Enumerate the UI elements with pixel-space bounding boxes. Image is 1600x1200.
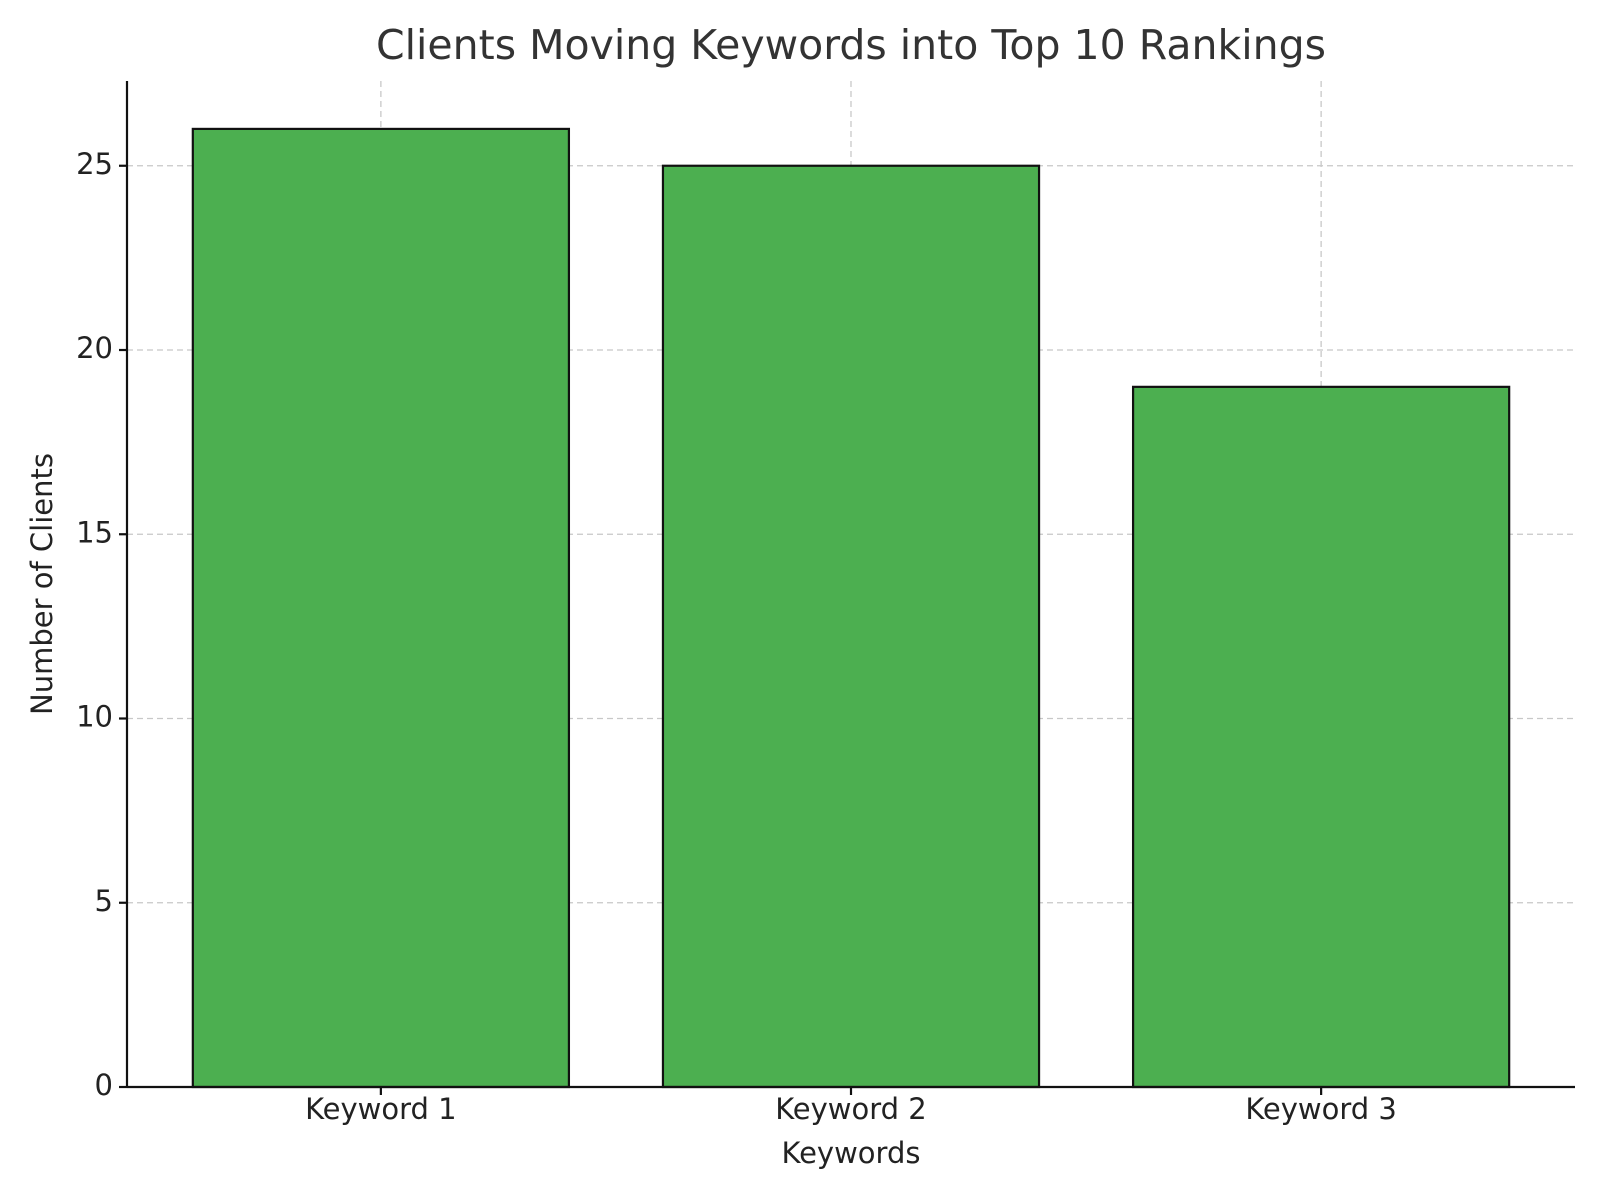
bar <box>191 127 571 1089</box>
bar <box>661 164 1041 1089</box>
y-tick-label: 0 <box>95 1068 113 1102</box>
y-tick-label: 5 <box>95 884 113 918</box>
y-tick-label: 15 <box>76 515 113 549</box>
y-tick-label: 25 <box>76 147 113 181</box>
y-tick-label: 20 <box>76 331 113 365</box>
y-tick-label: 10 <box>76 700 113 734</box>
x-tick-label: Keyword 1 <box>305 1092 457 1126</box>
y-axis-label: Number of Clients <box>25 453 59 715</box>
bar <box>1131 385 1511 1089</box>
x-tick-label: Keyword 2 <box>775 1092 927 1126</box>
chart-title: Clients Moving Keywords into Top 10 Rank… <box>376 21 1326 69</box>
x-tick-label: Keyword 3 <box>1245 1092 1397 1126</box>
x-axis-label: Keywords <box>782 1136 921 1170</box>
